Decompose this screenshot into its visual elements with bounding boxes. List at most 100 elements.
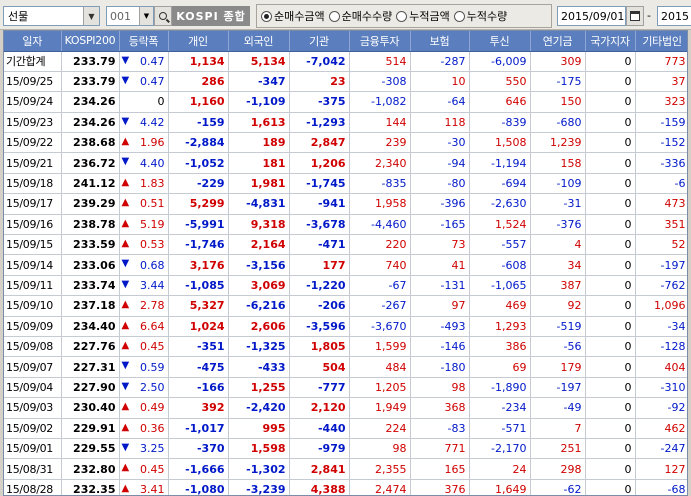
date-cell: 15/09/14 <box>4 254 62 276</box>
table-row[interactable]: 15/09/14 233.06 ▼ 0.68 3,176 -3,156 177 740 41 -6… <box>4 254 687 276</box>
table-row[interactable]: 15/09/07 227.31 ▼ 0.59 -475 -433 504 484 -180 69 1… <box>4 356 687 378</box>
pension-cell: 309 <box>530 51 586 72</box>
trust-cell: -2,170 <box>469 438 531 460</box>
column-header[interactable]: 개인 <box>168 31 229 52</box>
institution-cell: -3,596 <box>289 316 350 337</box>
date-cell: 15/09/08 <box>4 336 62 358</box>
radio-net-buy-quantity[interactable]: 순매수수량 <box>328 8 393 24</box>
table-row[interactable]: 15/09/22 238.68 ▲ 1.96 -2,884 189 2,847 239 -30 1… <box>4 132 687 154</box>
government-cell: 0 <box>585 173 636 195</box>
financial-investment-cell: 1,599 <box>349 336 411 358</box>
foreign-cell: -1,302 <box>228 458 290 480</box>
change-cell: ▲ 0.53 <box>119 234 169 256</box>
change-value: 0.45 <box>140 462 165 476</box>
radio-cumulative-amount[interactable]: 누적금액 <box>396 8 450 24</box>
table-row[interactable]: 15/08/31 232.80 ▲ 0.45 -1,666 -1,302 2,841 2,35… <box>4 458 687 480</box>
column-header[interactable]: 기타법인 <box>635 31 687 52</box>
table-row[interactable]: 15/09/24 234.26 0 1,160 -1,109 -375 -1,082 -64 6… <box>4 91 687 113</box>
table-row[interactable]: 15/09/08 227.76 ▲ 0.45 -351 -1,325 1,805 1,599-… <box>4 336 687 358</box>
other-corporate-cell: -152 <box>635 132 687 154</box>
radio-cumulative-quantity[interactable]: 누적수량 <box>453 8 507 24</box>
date-cell: 15/09/18 <box>4 173 62 195</box>
chevron-down-icon[interactable]: ▼ <box>139 7 153 25</box>
column-header[interactable]: 금융투자 <box>349 31 411 52</box>
trust-cell: 550 <box>469 71 531 93</box>
column-header[interactable]: 외국인 <box>228 31 290 52</box>
financial-investment-cell: 2,355 <box>349 458 411 480</box>
change-value: 3.25 <box>140 442 165 456</box>
date-cell: 15/09/23 <box>4 112 62 134</box>
change-cell: 0 <box>119 91 169 113</box>
table-header-row: 일자 KOSPI200 등락폭 개인 외국인 기관 금융투자 보험 투신 연기금 국가지자 기타법인 <box>4 31 687 52</box>
financial-investment-cell: -308 <box>349 71 411 93</box>
table-row[interactable]: 15/08/28 232.35 ▲ 3.41 -1,080 -3,239 4,388 2,47… <box>4 479 687 495</box>
government-cell: 0 <box>585 458 636 480</box>
change-value: 4.42 <box>140 115 165 129</box>
table-row[interactable]: 15/09/04 227.90 ▼ 2.50 -166 1,255 -777 1,205 98-… <box>4 377 687 399</box>
search-button[interactable] <box>154 6 172 26</box>
kospi200-cell: 234.40 <box>61 316 120 337</box>
radio-dot[interactable] <box>396 10 408 22</box>
change-value: 0.45 <box>140 340 165 354</box>
column-header[interactable]: 기관 <box>289 31 350 52</box>
individual-cell: -370 <box>168 438 229 460</box>
column-header[interactable]: 보험 <box>410 31 470 52</box>
calendar-button[interactable] <box>626 6 644 26</box>
other-corporate-cell: -762 <box>635 275 687 297</box>
financial-investment-cell: 1,205 <box>349 377 411 399</box>
table-row[interactable]: 15/09/09 234.40 ▲ 6.64 1,024 2,606 -3,596 -3,67… <box>4 316 687 337</box>
kospi200-cell: 237.18 <box>61 295 120 317</box>
trust-cell: 1,508 <box>469 132 531 154</box>
table-row[interactable]: 15/09/11 233.74 ▼ 3.44 -1,085 3,069 -1,220 -67-… <box>4 275 687 297</box>
government-cell: 0 <box>585 152 636 174</box>
code-input[interactable]: 001 ▼ <box>106 6 154 26</box>
table-row[interactable]: 15/09/21 236.72 ▼ 4.40 -1,052 181 1,206 2,340 -9… <box>4 152 687 174</box>
individual-cell: -1,080 <box>168 479 229 495</box>
start-date-input[interactable]: 2015/09/01 <box>557 6 626 26</box>
trust-cell: -1,890 <box>469 377 531 399</box>
arrow-down-icon: ▼ <box>121 258 130 270</box>
column-header[interactable]: 국가지자 <box>585 31 636 52</box>
column-header[interactable]: 연기금 <box>530 31 586 52</box>
table-row[interactable]: 15/09/01 229.55 ▼ 3.25 -370 1,598 -979 98 771 -2,… <box>4 438 687 460</box>
column-header[interactable]: 일자 <box>4 31 62 52</box>
kospi200-cell: 238.78 <box>61 214 120 236</box>
institution-cell: -206 <box>289 295 350 317</box>
foreign-cell: -1,325 <box>228 336 290 358</box>
arrow-down-icon: ▼ <box>121 380 130 392</box>
arrow-down-icon: ▼ <box>121 74 130 86</box>
column-header[interactable]: 투신 <box>469 31 531 52</box>
period-total-row[interactable]: 기간합계 233.79 ▼ 0.47 1,134 5,134 -7,042 514 -287 -6… <box>4 51 687 72</box>
chevron-down-icon[interactable]: ▼ <box>83 7 99 25</box>
trust-cell: -1,194 <box>469 152 531 174</box>
individual-cell: -1,666 <box>168 458 229 480</box>
date-cell: 15/09/03 <box>4 397 62 419</box>
market-select[interactable]: 선물 ▼ <box>3 6 100 26</box>
table-row[interactable]: 15/09/18 241.12 ▲ 1.83 -229 1,981 -1,745 -835 -8… <box>4 173 687 195</box>
table-row[interactable]: 15/09/02 229.91 ▲ 0.36 -1,017 995 -440 224 -83 -5… <box>4 418 687 439</box>
end-date-input[interactable]: 2015 <box>657 6 691 26</box>
radio-dot[interactable] <box>328 10 340 22</box>
radio-dot[interactable] <box>261 10 272 22</box>
individual-cell: -166 <box>168 377 229 399</box>
institution-cell: 2,120 <box>289 397 350 419</box>
table-row[interactable]: 15/09/16 238.78 ▲ 5.19 -5,991 9,318 -3,678 -4,4… <box>4 214 687 236</box>
investor-trading-grid[interactable]: 일자 KOSPI200 등락폭 개인 외국인 기관 금융투자 보험 투신 연기금 국가지자 기타법인 … <box>3 30 688 496</box>
column-header[interactable]: KOSPI200 <box>61 31 120 52</box>
radio-dot[interactable] <box>453 10 465 22</box>
table-row[interactable]: 15/09/25 233.79 ▼ 0.47 286 -347 23 -308 10 550 -17… <box>4 71 687 93</box>
radio-label: 순매수수량 <box>341 10 393 23</box>
column-header[interactable]: 등락폭 <box>119 31 169 52</box>
change-value: 0.47 <box>140 75 165 89</box>
table-row[interactable]: 15/09/17 239.29 ▲ 0.51 5,299 -4,831 -941 1,958-… <box>4 193 687 215</box>
table-row[interactable]: 15/09/15 233.59 ▲ 0.53 -1,746 2,164 -471 220 73-… <box>4 234 687 256</box>
arrow-up-icon: ▲ <box>121 482 130 494</box>
arrow-down-icon: ▼ <box>121 54 130 66</box>
date-cell: 15/09/11 <box>4 275 62 297</box>
table-row[interactable]: 15/09/23 234.26 ▼ 4.42 -159 1,613 -1,293 144 118… <box>4 112 687 134</box>
table-row[interactable]: 15/09/10 237.18 ▲ 2.78 5,327 -6,216 -206 -267 97… <box>4 295 687 317</box>
radio-net-buy-amount[interactable]: 순매수금액 <box>261 8 325 24</box>
table-row[interactable]: 15/09/03 230.40 ▲ 0.49 392 -2,420 2,120 1,949 36… <box>4 397 687 419</box>
trust-cell: -839 <box>469 112 531 134</box>
other-corporate-cell: -6 <box>635 173 687 195</box>
